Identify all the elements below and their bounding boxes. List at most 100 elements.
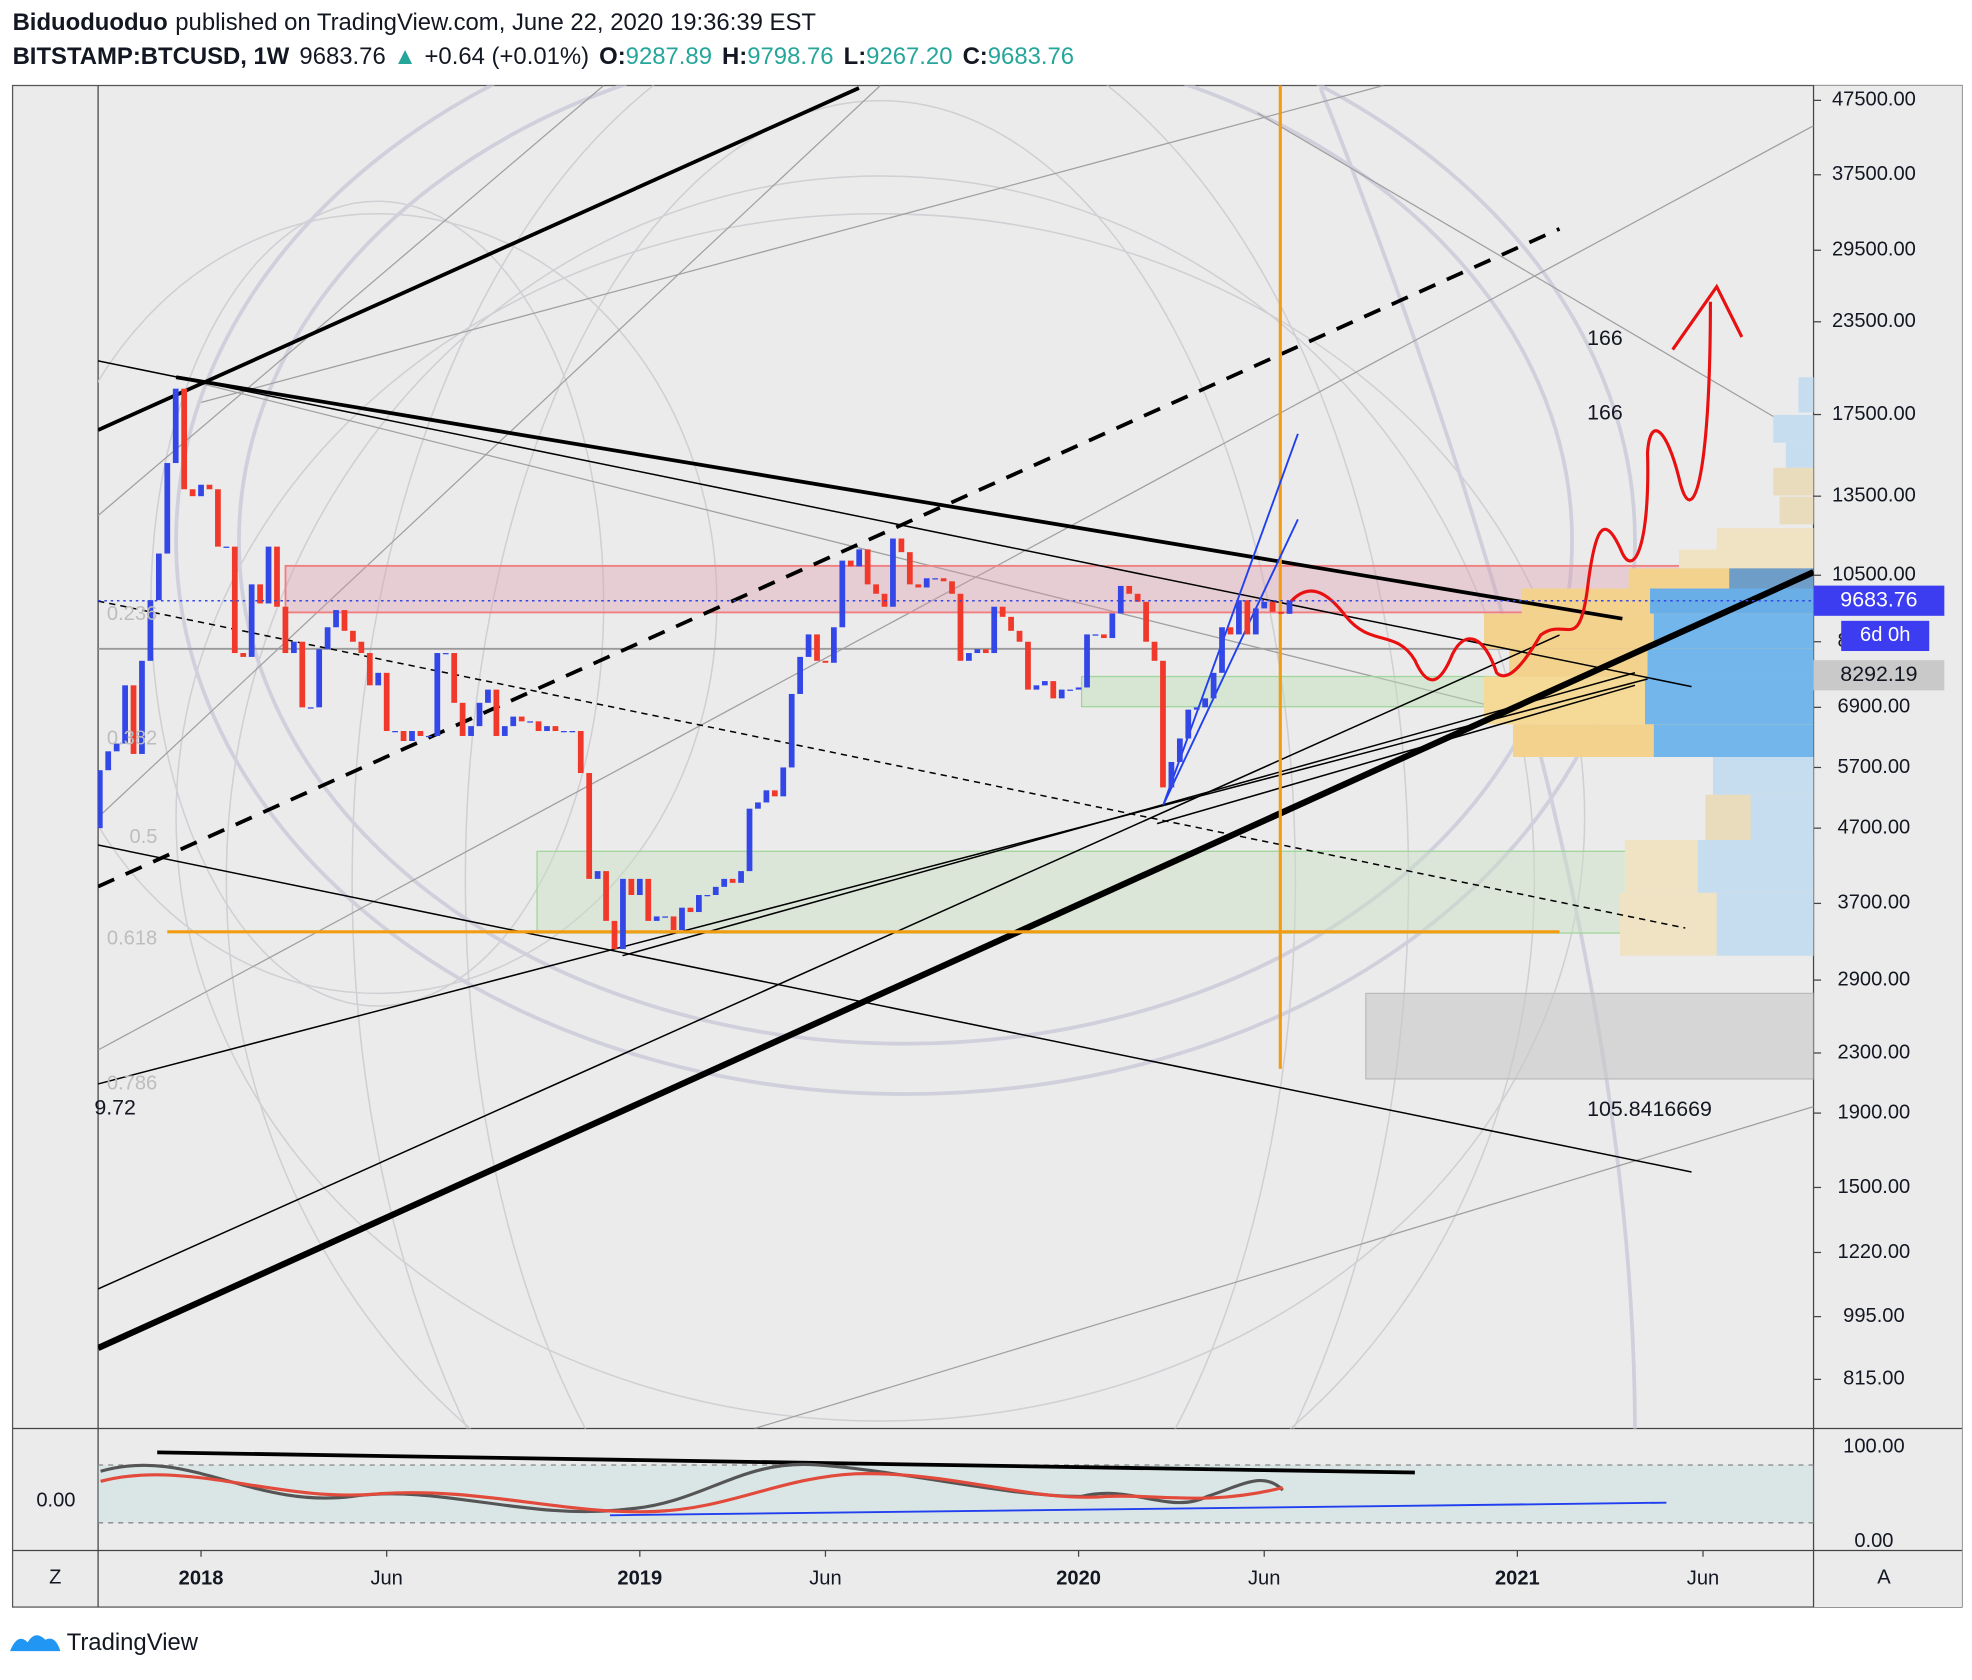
fib-label: 0.236 (107, 603, 157, 625)
candle-body (1219, 627, 1225, 673)
candle-body (873, 584, 879, 594)
y-tick-label: 2900.00 (1838, 968, 1911, 990)
candle-body (780, 767, 787, 797)
candle-body (451, 653, 458, 703)
candle-body (358, 641, 365, 654)
header-line-1: Biduoduoduo published on TradingView.com,… (13, 9, 817, 36)
candle-body (847, 560, 854, 567)
candle-body (1252, 608, 1259, 635)
candle-body (425, 735, 432, 738)
candle-body (147, 600, 154, 661)
fib-arcs (98, 85, 1586, 1429)
candle-body (1143, 601, 1149, 642)
candle-body (231, 546, 238, 654)
candle-body (1185, 709, 1192, 739)
candle-body (864, 549, 871, 585)
candle-body (586, 773, 593, 879)
candle-body (139, 660, 145, 754)
candle-body (856, 549, 863, 567)
candle-body (999, 606, 1006, 617)
candle-body (915, 584, 922, 588)
candle-body (636, 878, 643, 896)
candle-body (257, 584, 263, 604)
y-tick-label: 2300.00 (1838, 1041, 1911, 1063)
author: Biduoduoduo (13, 9, 168, 36)
candle-body (442, 653, 449, 655)
fib-label: 0.382 (107, 728, 157, 750)
candle-body (957, 593, 964, 661)
osc-value: 0.00 (36, 1490, 75, 1512)
candle-body (653, 916, 660, 921)
candle-body (164, 463, 171, 554)
button[interactable]: A (1877, 1566, 1891, 1588)
candle-body (940, 578, 947, 582)
y-tick-label: 815.00 (1843, 1368, 1905, 1390)
candle-body (696, 895, 702, 913)
candle-body (122, 685, 128, 744)
candle-body (130, 685, 137, 754)
x-tick-label: Jun (370, 1568, 402, 1590)
candle-body (510, 716, 517, 727)
x-tick-label: 2019 (617, 1568, 662, 1590)
candle-body (1227, 627, 1234, 635)
candle-body (1210, 672, 1217, 699)
candle-body (1202, 698, 1209, 708)
candle-body (771, 790, 778, 797)
candle-body (906, 552, 913, 585)
countdown-box (1841, 620, 1930, 652)
candle-body (645, 878, 652, 921)
candle-body (561, 731, 567, 733)
candle-body (620, 878, 626, 950)
y-tick-label: 6900.00 (1838, 696, 1911, 718)
candle-body (831, 627, 837, 663)
candle-body (485, 689, 491, 703)
candle-body (1041, 681, 1048, 686)
trend-lines (98, 86, 1814, 1351)
forecast-path (1287, 283, 1744, 682)
fib-label: 0.5 (130, 826, 158, 848)
l-label: L: (844, 43, 867, 70)
oscillator-pane (98, 1450, 1814, 1524)
candle-body (822, 660, 829, 663)
candle-body (333, 610, 339, 628)
x-tick-label: Jun (809, 1568, 841, 1590)
price-tag: 9683.76 (1840, 587, 1917, 611)
candle-body (535, 721, 542, 732)
price-axis-bg (1813, 85, 1962, 1608)
candle-body (1269, 601, 1276, 612)
candle-body (1117, 585, 1124, 614)
candle-body (290, 641, 297, 654)
button[interactable]: Z (49, 1566, 61, 1588)
candle-body (274, 546, 280, 607)
candle-body (417, 731, 424, 736)
c-value: 9683.76 (988, 43, 1074, 70)
candle-body (1109, 613, 1116, 639)
osc-tick-label: 100.00 (1843, 1436, 1905, 1458)
candle-body (476, 702, 483, 727)
y-tick-label: 37500.00 (1832, 163, 1916, 185)
x-tick-label: 2018 (179, 1568, 224, 1590)
x-tick-label: 2020 (1056, 1568, 1101, 1590)
candle-body (527, 721, 533, 723)
candle-body (923, 578, 930, 588)
candle-body (518, 716, 525, 722)
x-tick-label: Jun (1687, 1568, 1719, 1590)
candle-body (763, 790, 770, 803)
candle-body (392, 731, 398, 733)
candle-body (721, 878, 728, 887)
channel-lines (1162, 433, 1299, 806)
candle-body (400, 731, 407, 741)
candle-body (409, 731, 415, 741)
candle-body (98, 770, 103, 829)
level-tag: 8292.19 (1840, 662, 1917, 686)
annotation: 105.8416669 (1587, 1097, 1712, 1121)
candle-body (687, 907, 694, 913)
candle-body (1134, 593, 1141, 602)
candle-body (155, 553, 162, 601)
y-tick-label: 17500.00 (1832, 403, 1916, 425)
level-tag-box (1813, 660, 1945, 691)
annotation: 166 (1587, 326, 1623, 350)
c-label: C: (963, 43, 988, 70)
